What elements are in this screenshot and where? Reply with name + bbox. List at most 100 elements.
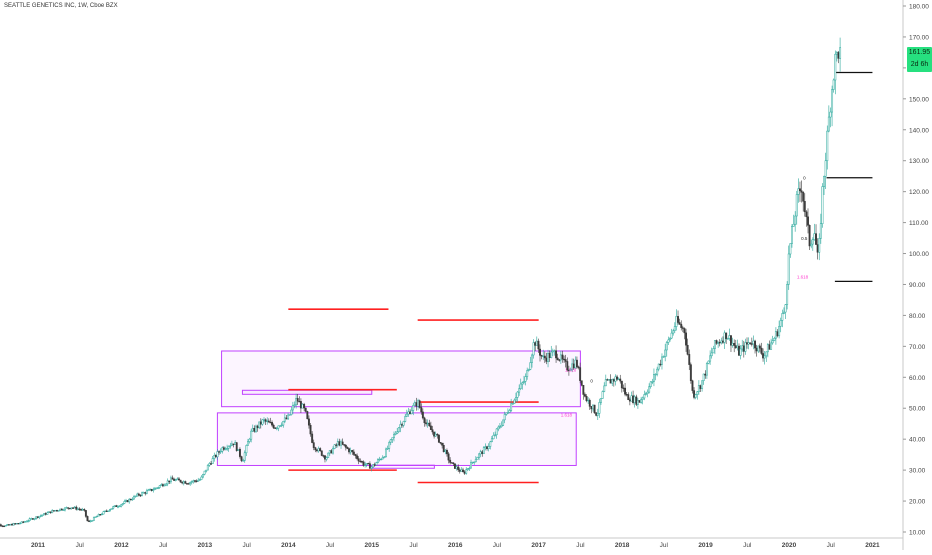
candle-body xyxy=(428,422,431,427)
candle-body xyxy=(224,448,227,450)
candle-body xyxy=(332,448,334,454)
candle-body xyxy=(22,521,25,523)
candle-body xyxy=(808,225,811,247)
candle-body xyxy=(320,450,323,456)
candle-body xyxy=(510,403,513,411)
candle-body xyxy=(136,493,139,497)
candle-body xyxy=(829,111,832,118)
candle-body xyxy=(673,326,676,331)
candle-body xyxy=(839,47,842,59)
candle-body xyxy=(535,340,538,346)
candle-body xyxy=(120,504,123,507)
fib-label: 1.618 xyxy=(797,275,809,280)
candle-body xyxy=(511,403,514,405)
candle-body xyxy=(564,359,567,362)
candle-body xyxy=(606,379,609,381)
candle-body xyxy=(78,508,81,510)
candle-body xyxy=(474,459,477,463)
candle-body xyxy=(314,447,317,451)
candle-body xyxy=(681,327,684,329)
candle-body xyxy=(675,316,678,327)
candle-body xyxy=(619,378,622,382)
candle-body xyxy=(206,464,209,471)
candle-body xyxy=(255,425,257,432)
candle-body xyxy=(126,500,129,503)
y-tick-label: 50.00 xyxy=(909,406,926,413)
candle-body xyxy=(248,438,251,442)
candle-body xyxy=(654,373,657,376)
candle-body xyxy=(205,469,208,472)
candle-body xyxy=(325,457,328,460)
candle-body xyxy=(378,458,381,461)
candle-body xyxy=(194,480,196,482)
candle-body xyxy=(725,332,728,339)
candle-body xyxy=(449,459,452,463)
candle-body xyxy=(831,89,834,113)
candle-body xyxy=(558,359,561,361)
candle-body xyxy=(742,345,745,352)
candle-body xyxy=(161,484,164,487)
candle-body xyxy=(771,340,774,344)
candle-body xyxy=(563,358,566,361)
candle-body xyxy=(811,239,814,245)
candle-body xyxy=(413,402,416,406)
candle-body xyxy=(781,313,784,321)
candle-body xyxy=(35,516,38,519)
candle-body xyxy=(115,505,118,507)
candle-body xyxy=(644,393,647,395)
candle-body xyxy=(142,492,145,494)
candle-body xyxy=(583,394,586,397)
candle-body xyxy=(421,411,424,419)
candle-body xyxy=(52,510,55,512)
candle-body xyxy=(757,345,760,352)
x-tick-label: 2011 xyxy=(31,542,45,549)
candle-body xyxy=(433,431,436,437)
candle-body xyxy=(367,462,370,465)
candle-body xyxy=(306,411,309,420)
candle-body xyxy=(652,374,655,382)
candle-body xyxy=(635,396,638,405)
candle-body xyxy=(266,420,269,423)
candle-body xyxy=(747,342,750,345)
y-tick-label: 100.00 xyxy=(909,251,929,258)
candle-body xyxy=(458,469,461,472)
x-tick-label: Jul xyxy=(76,542,85,549)
candle-body xyxy=(627,394,630,400)
candle-body xyxy=(776,331,779,337)
candle-body xyxy=(547,353,549,362)
candle-body xyxy=(141,492,143,496)
candle-body xyxy=(362,461,365,466)
candle-body xyxy=(304,407,307,412)
candle-body xyxy=(476,457,479,460)
candle-body xyxy=(219,451,222,453)
candle-body xyxy=(128,498,131,503)
candle-body xyxy=(531,354,533,363)
candle-body xyxy=(514,397,517,401)
y-tick-label: 120.00 xyxy=(909,189,929,196)
candle-body xyxy=(197,479,200,482)
candle-body xyxy=(478,453,480,458)
candle-body xyxy=(821,186,824,224)
candle-body xyxy=(665,342,668,351)
candle-body xyxy=(505,412,508,415)
fib-label: 1.618 xyxy=(565,368,577,373)
candle-body xyxy=(616,376,618,380)
candle-body xyxy=(64,507,66,511)
candle-body xyxy=(14,523,17,525)
candle-body xyxy=(539,348,541,356)
candle-body xyxy=(81,509,84,511)
candle-body xyxy=(832,79,835,90)
candle-body xyxy=(15,523,18,525)
candle-body xyxy=(368,463,371,469)
candle-body xyxy=(104,510,107,512)
candle-body xyxy=(784,304,787,313)
candle-body xyxy=(779,320,782,327)
candle-body xyxy=(226,448,229,450)
candle-body xyxy=(595,412,598,416)
candle-body xyxy=(720,340,723,344)
candle-body xyxy=(664,349,667,357)
x-tick-label: 2018 xyxy=(615,542,630,549)
candle-body xyxy=(816,244,819,253)
